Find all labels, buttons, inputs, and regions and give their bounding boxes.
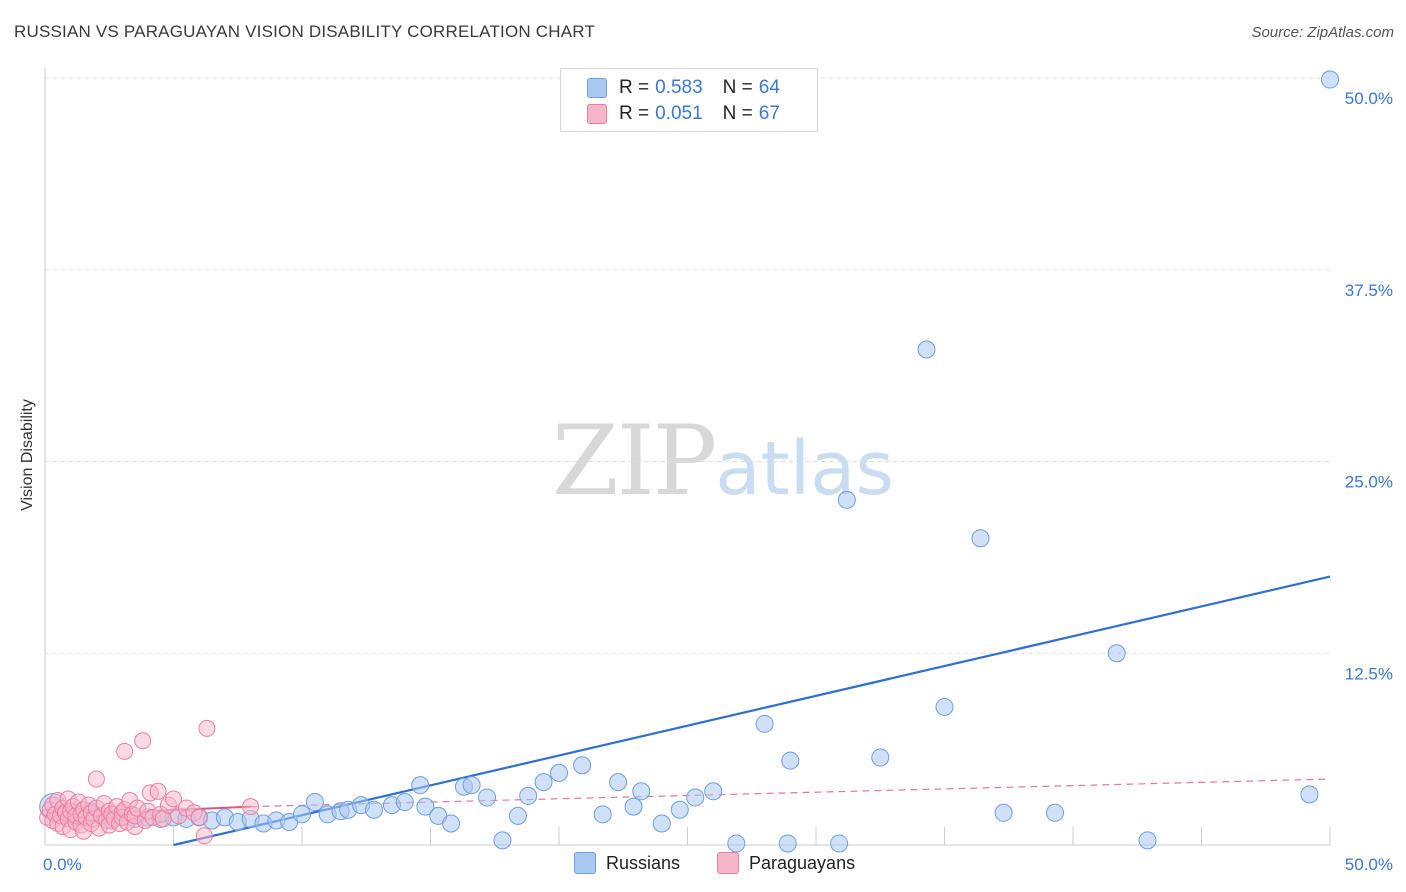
russians-point — [519, 786, 538, 805]
trend-layer — [44, 575, 1331, 847]
russians-point — [416, 797, 435, 816]
russians-point — [508, 806, 527, 825]
watermark: ZIPatlas — [552, 405, 894, 517]
russians-r-label: R = — [619, 77, 650, 98]
y-tick-label: 37.5% — [1345, 281, 1393, 300]
paraguayans-point — [134, 732, 152, 750]
bottom-paraguayans-swatch — [717, 852, 739, 874]
russians-point — [305, 793, 324, 812]
russians-point — [293, 805, 311, 824]
x-tick-label: 0.0% — [43, 855, 82, 874]
paraguayans-point — [165, 790, 182, 808]
source-credit: Source: ZipAtlas.com — [1251, 24, 1394, 41]
y-tick-label: 25.0% — [1345, 473, 1393, 492]
russians-n-label: N = — [722, 77, 753, 98]
russians-point — [686, 788, 705, 807]
y-tick-label: 12.5% — [1345, 664, 1393, 683]
russians-point — [652, 814, 671, 833]
russians-point — [830, 834, 849, 853]
legend-row-russians: R = 0.583 N = 64 — [587, 76, 780, 100]
russians-point — [871, 748, 890, 767]
paraguayans-point — [149, 782, 167, 800]
watermark-atlas: atlas — [715, 426, 895, 512]
russians-point — [994, 803, 1013, 822]
paraguayans-n-value: 67 — [758, 103, 780, 124]
paraguayans-point — [195, 827, 213, 845]
russians-point — [1107, 644, 1126, 663]
paraguayans-n-label: N = — [722, 103, 753, 124]
russians-point — [1300, 785, 1319, 804]
paraguayans-r-value: 0.051 — [655, 103, 703, 124]
bottom-russians-label: Russians — [606, 852, 681, 873]
russians-point — [364, 800, 383, 819]
russians-point — [609, 773, 628, 792]
russians-point — [442, 814, 461, 833]
russians-point — [1138, 831, 1157, 850]
bottom-legend-russians: Russians — [574, 852, 680, 874]
russians-n-value: 64 — [758, 77, 780, 98]
russians-point — [411, 776, 430, 795]
point-layer — [39, 70, 1339, 853]
russians-point — [781, 751, 800, 770]
russians-swatch — [587, 78, 607, 98]
paraguayans-point — [198, 719, 216, 737]
russians-point — [624, 797, 643, 816]
russians-point — [971, 529, 990, 548]
russians-point — [493, 831, 512, 850]
grid-layer — [45, 77, 1330, 654]
russians-point — [1046, 803, 1065, 822]
russians-point — [778, 834, 797, 853]
russians-point — [727, 834, 746, 853]
russians-point — [534, 773, 553, 792]
russians-point — [837, 490, 856, 509]
russians-point — [478, 788, 497, 807]
correlation-legend: R = 0.583 N = 64 R = 0.051 N = 67 — [560, 68, 818, 132]
paraguayans-point — [190, 808, 208, 826]
bottom-russians-swatch — [574, 852, 596, 874]
y-tick-label: 50.0% — [1345, 89, 1393, 108]
paraguayans-point — [242, 798, 260, 816]
paraguayans-r-label: R = — [619, 103, 650, 124]
bottom-paraguayans-label: Paraguayans — [749, 852, 856, 873]
russians-point — [550, 763, 568, 782]
russians-point — [704, 782, 723, 801]
bottom-legend-paraguayans: Paraguayans — [717, 852, 855, 874]
russians-point — [670, 800, 689, 819]
russians-point — [935, 697, 954, 716]
watermark-zip: ZIP — [552, 405, 717, 517]
paraguayans-swatch — [587, 104, 607, 124]
russians-point — [593, 805, 612, 824]
legend-row-paraguayans: R = 0.051 N = 67 — [587, 102, 780, 126]
x-tick-label: 50.0% — [1345, 855, 1393, 874]
russians-point — [1321, 70, 1339, 89]
russians-r-value: 0.583 — [655, 77, 703, 98]
russians-point — [462, 776, 481, 795]
russians-point — [632, 782, 651, 801]
paraguayans-point — [116, 742, 134, 760]
russians-point — [573, 756, 592, 775]
label-layer: 12.5% 25.0% 37.5% 50.0% 0.0% 50.0% — [43, 89, 1393, 874]
russians-point — [395, 793, 414, 812]
russians-point — [917, 340, 936, 359]
chart-title: RUSSIAN VS PARAGUAYAN VISION DISABILITY … — [14, 22, 596, 41]
russians-point — [755, 714, 774, 733]
axis-layer — [44, 68, 1331, 846]
paraguayans-point — [87, 770, 105, 788]
